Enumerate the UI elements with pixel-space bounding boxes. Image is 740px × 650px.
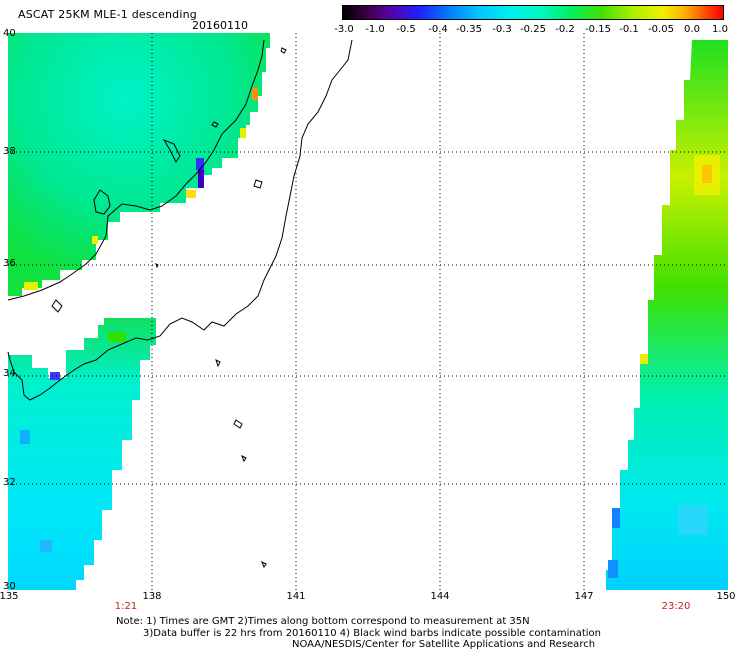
- colorbar-label: -0.2: [555, 24, 575, 35]
- lon-label: 150: [716, 591, 736, 602]
- colorbar-label: 0.0: [684, 24, 700, 35]
- wind-swath-pacific-east: [606, 40, 728, 590]
- lon-label: 135: [0, 591, 19, 602]
- colorbar-label: -0.4: [428, 24, 448, 35]
- pass-time-right: 23:20: [661, 601, 691, 612]
- lat-label: 36: [3, 258, 16, 269]
- colorbar-label: -1.0: [365, 24, 385, 35]
- note-line-3: NOAA/NESDIS/Center for Satellite Applica…: [292, 639, 596, 650]
- chart-title: ASCAT 25KM MLE-1 descending: [18, 8, 197, 21]
- lat-label: 30: [3, 581, 16, 592]
- lat-label: 32: [3, 477, 16, 488]
- wind-swath-sea-of-japan: [8, 33, 270, 296]
- colorbar-label: -0.35: [456, 24, 482, 35]
- colorbar-label: -3.0: [334, 24, 354, 35]
- colorbar-label: -0.05: [648, 24, 674, 35]
- wind-swath-pacific-west: [8, 318, 156, 590]
- lon-label: 141: [286, 591, 306, 602]
- colorbar: [342, 5, 724, 20]
- lon-label: 138: [142, 591, 162, 602]
- colorbar-label: -0.1: [619, 24, 639, 35]
- lat-label: 38: [3, 146, 16, 157]
- pass-time-left: 1:21: [114, 601, 138, 612]
- lon-label: 147: [574, 591, 594, 602]
- graticule: [8, 33, 728, 590]
- lat-label: 34: [3, 368, 16, 379]
- lat-label: 40: [3, 28, 16, 39]
- chart-date: 20160110: [192, 19, 248, 32]
- colorbar-label: -0.25: [520, 24, 546, 35]
- coastline: [7, 39, 353, 569]
- colorbar-label: -0.5: [396, 24, 416, 35]
- colorbar-label: -0.3: [492, 24, 512, 35]
- colorbar-label: -0.15: [585, 24, 611, 35]
- note-line-2: 3)Data buffer is 22 hrs from 20160110 4)…: [143, 628, 601, 639]
- lon-label: 144: [430, 591, 450, 602]
- colorbar-label: 1.0: [712, 24, 728, 35]
- note-line-1: Note: 1) Times are GMT 2)Times along bot…: [116, 616, 530, 627]
